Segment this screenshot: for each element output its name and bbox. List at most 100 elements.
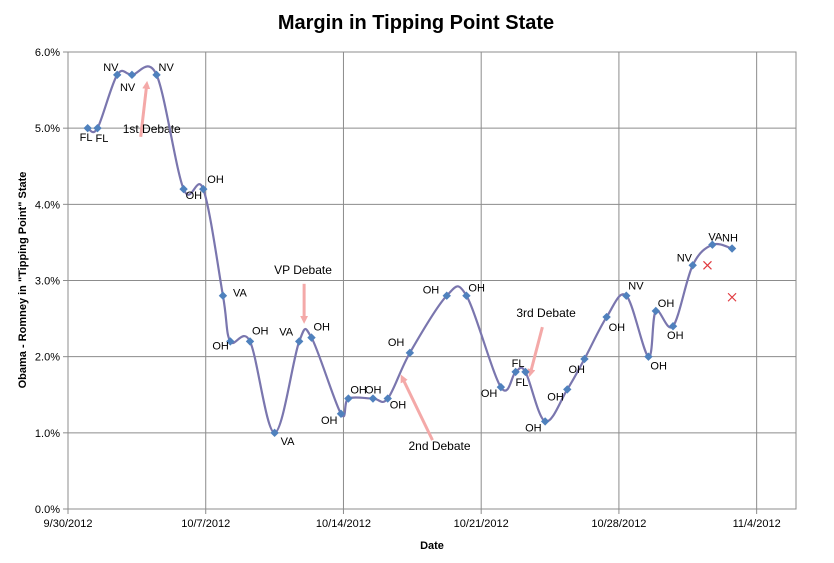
annotation-arrow (139, 80, 151, 138)
x-tick-label: 10/7/2012 (181, 518, 230, 530)
gridlines (67, 51, 796, 510)
data-point-marker (152, 70, 161, 80)
data-point-label: OH (212, 340, 229, 352)
y-tick-label: 0.0% (35, 504, 60, 516)
data-point-marker (442, 291, 451, 300)
data-point-label: OH (423, 285, 440, 297)
data-point-label: OH (650, 361, 667, 373)
data-point-label: OH (350, 385, 367, 397)
data-point-marker (708, 240, 717, 249)
y-tick-label: 6.0% (35, 47, 60, 59)
data-point-label: NH (722, 233, 738, 245)
data-point-label: OH (365, 385, 382, 397)
data-point-marker (651, 306, 661, 316)
annotation-label: 1st Debate (123, 122, 181, 136)
data-point-marker (245, 337, 255, 346)
data-point-label: OH (609, 322, 626, 334)
y-tick-label: 2.0% (35, 352, 60, 364)
data-point-marker (127, 70, 137, 80)
data-point-marker (727, 244, 737, 253)
data-point-label: FL (80, 132, 93, 144)
data-point-marker (336, 409, 346, 418)
data-point-label: OH (321, 415, 338, 427)
data-point-marker (668, 322, 678, 331)
data-point-label: OH (525, 422, 542, 434)
annotation-label: 2nd Debate (408, 439, 470, 453)
y-tick-label: 5.0% (35, 123, 60, 135)
data-point-marker (226, 337, 235, 346)
data-point-marker (93, 123, 102, 133)
data-point-marker (688, 261, 697, 270)
data-point-label: OH (207, 174, 224, 186)
annotation-label: 3rd Debate (516, 306, 576, 320)
data-point-label: NV (103, 62, 119, 74)
x-axis-title: Date (420, 540, 444, 552)
y-axis-title: Obama - Romney in "Tipping Point" State (17, 172, 29, 389)
x-marker (703, 260, 712, 270)
data-point-label: OH (468, 283, 485, 295)
data-point-label: NV (120, 82, 136, 94)
data-point-marker (511, 367, 520, 377)
debate-annotations: 1st Debate VP Debate 2nd Debate 3rd Debate (123, 80, 576, 453)
data-point-label: FL (512, 358, 525, 370)
data-point-label: NV (159, 62, 175, 74)
data-point-marker (218, 291, 228, 300)
data-point-label: OH (388, 337, 405, 349)
x-axis-ticks: 9/30/2012 10/7/2012 10/14/2012 10/21/2012 10… (44, 509, 781, 530)
data-point-label: OH (186, 190, 203, 202)
y-tick-label: 3.0% (35, 276, 60, 288)
x-tick-label: 11/4/2012 (733, 518, 781, 530)
x-tick-label: 9/30/2012 (44, 518, 93, 530)
y-axis-ticks: 0.0% 1.0% 2.0% 3.0% 4.0% 5.0% 6.0% (35, 47, 68, 516)
data-point-marker (540, 417, 550, 426)
data-point-label: OH (313, 322, 330, 334)
annotation-arrow (400, 374, 434, 441)
data-point-label: OH (390, 400, 407, 412)
data-point-label: OH (658, 298, 675, 310)
data-point-marker (307, 333, 316, 342)
y-tick-label: 4.0% (35, 199, 60, 211)
margin-series-line (87, 65, 733, 434)
chart-title: Margin in Tipping Point State (278, 12, 554, 34)
margin-series (87, 65, 733, 434)
data-point-label: OH (252, 325, 269, 337)
x-tick-label: 10/21/2012 (454, 518, 509, 530)
data-point-marker (521, 367, 530, 377)
data-point-marker (563, 385, 572, 394)
data-point-marker (270, 428, 279, 438)
data-point-marker (179, 184, 188, 194)
data-point-marker (602, 312, 611, 322)
data-point-label: VA (281, 436, 296, 448)
data-point-label: OH (547, 391, 564, 403)
data-point-label: OH (568, 364, 585, 376)
data-point-marker (344, 394, 353, 403)
y-tick-label: 1.0% (35, 428, 60, 440)
data-point-label: FL (96, 133, 109, 145)
data-point-label: VA (279, 326, 294, 338)
data-point-marker (644, 352, 653, 361)
x-tick-label: 10/28/2012 (591, 518, 646, 530)
x-marker-series (703, 260, 737, 302)
data-point-marker (462, 291, 471, 300)
data-point-marker (622, 291, 631, 300)
data-point-marker (383, 394, 392, 403)
data-point-marker (405, 348, 415, 358)
data-point-marker (83, 123, 92, 133)
x-tick-label: 10/14/2012 (316, 518, 371, 530)
data-point-marker (294, 337, 304, 346)
margin-markers (83, 70, 737, 438)
data-point-marker (496, 382, 506, 392)
data-point-label: OH (667, 330, 684, 342)
annotation-label: VP Debate (274, 263, 332, 277)
data-point-marker (112, 70, 122, 80)
data-point-label: VA (233, 288, 248, 300)
data-point-label: OH (481, 388, 498, 400)
data-point-marker (199, 184, 208, 194)
data-point-marker (368, 394, 378, 403)
x-marker (727, 292, 737, 302)
data-point-label: FL (515, 377, 528, 389)
data-point-label: VA (708, 232, 723, 244)
